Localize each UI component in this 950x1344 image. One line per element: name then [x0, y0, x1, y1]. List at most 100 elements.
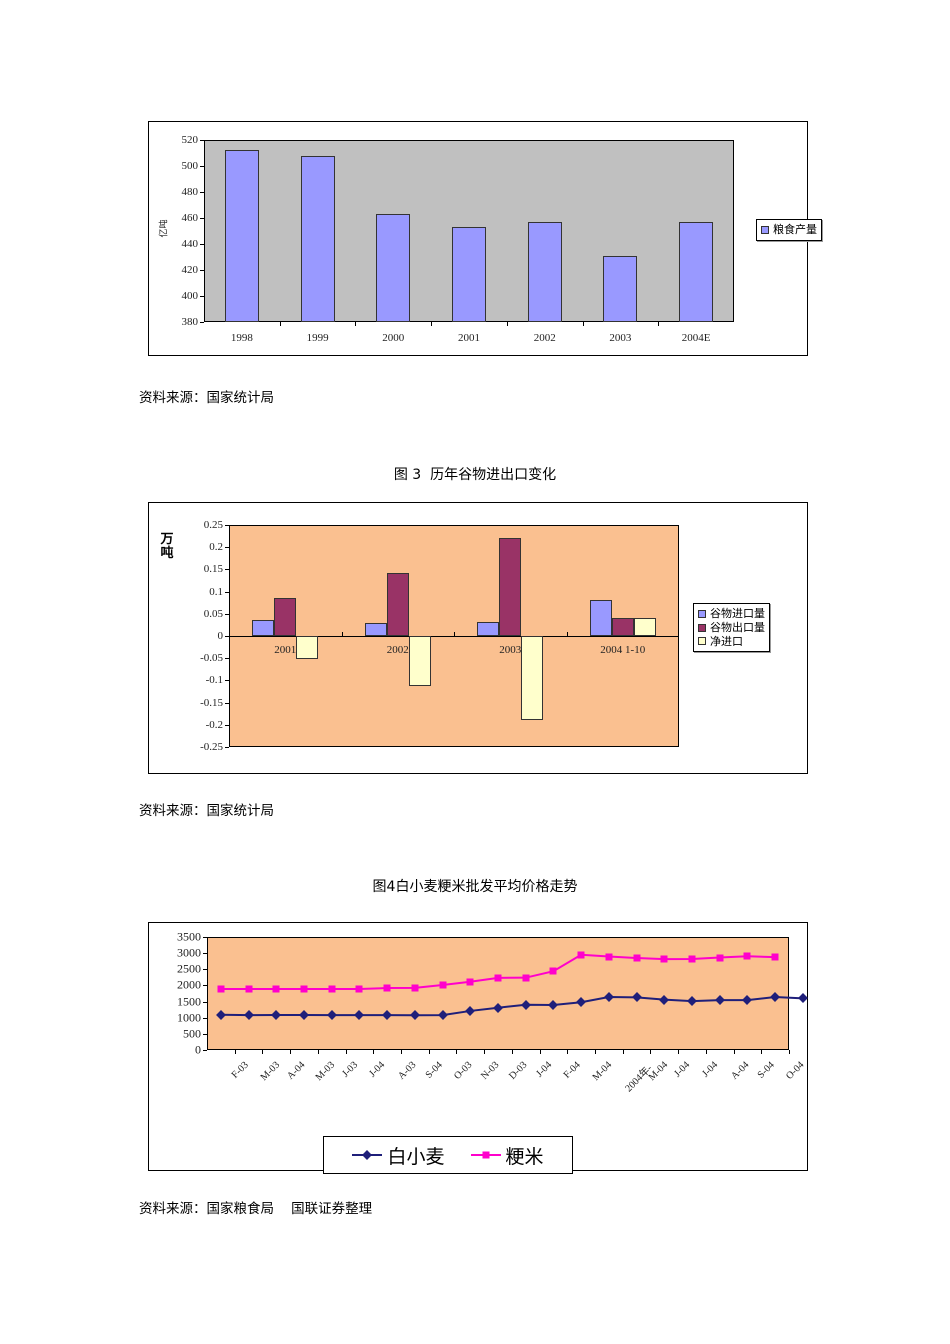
x-axis-tick	[622, 1050, 624, 1054]
legend-swatch-icon	[761, 225, 769, 234]
x-axis-tick-label: N-03	[479, 1059, 502, 1082]
x-axis-tick-label: O-04	[784, 1059, 807, 1082]
x-axis-tick	[567, 1050, 569, 1054]
y-axis-tick-label: 480	[181, 186, 199, 198]
y-axis-tick	[200, 166, 204, 167]
data-point-1-17	[688, 955, 696, 963]
x-axis-tick-label: A-04	[728, 1059, 752, 1082]
x-axis-tick	[345, 1050, 347, 1054]
bar-2003-2	[521, 636, 544, 721]
x-axis-tick-label: 2004 1-10	[600, 644, 646, 656]
figure-grain-trade: 0.25 0.2 0.15 0.1 0.05 0 -0.05 -0.1 -0.15 -0.2 -0.…	[148, 502, 808, 774]
zero-axis-line	[229, 636, 679, 637]
y-axis-tick	[225, 547, 229, 549]
x-axis-tick	[317, 1050, 319, 1054]
x-axis-tick	[341, 632, 343, 636]
x-axis-tick-label: 2002	[386, 644, 409, 656]
y-axis-tick-label: 3500	[177, 929, 201, 944]
y-axis-title: 万 吨	[160, 532, 174, 561]
y-axis-tick	[225, 525, 229, 526]
y-axis-tick	[203, 937, 207, 938]
y-axis-tick	[203, 1050, 207, 1051]
x-axis-tick-label: M-03	[258, 1059, 282, 1084]
figure4-caption: 图4白小麦粳米批发平均价格走势	[372, 879, 578, 895]
data-point-1-14	[605, 953, 613, 961]
legend-label: 白小麦	[387, 1145, 445, 1168]
x-axis-tick-label: S-04	[423, 1059, 445, 1081]
x-axis-tick-label: M-03	[313, 1059, 338, 1084]
x-axis-tick-label: J-04	[533, 1059, 554, 1080]
data-point-1-5	[355, 985, 363, 993]
data-point-1-9	[466, 978, 474, 986]
data-point-0-21	[797, 993, 808, 1004]
x-axis-tick-label: 2001	[458, 332, 480, 344]
y-axis-tick-label: 3000	[177, 945, 201, 960]
bar-2003-1	[499, 538, 522, 636]
x-axis-tick	[650, 1050, 652, 1054]
x-axis-tick	[428, 1050, 430, 1054]
y-axis-tick	[225, 636, 229, 637]
x-axis-tick	[506, 322, 508, 326]
bar-2000	[376, 214, 411, 322]
y-axis-tick-label: 0.1	[209, 585, 223, 598]
y-axis-title: 亿吨	[159, 219, 170, 238]
y-axis-tick	[225, 747, 229, 748]
x-axis-tick	[484, 1050, 486, 1054]
chart-legend: 粮食产量	[756, 219, 822, 241]
x-axis-tick-label: 2003	[499, 644, 522, 656]
y-axis-tick-label: -0.05	[200, 652, 223, 665]
y-axis-tick	[203, 953, 207, 955]
bar-2001-2	[296, 636, 319, 660]
legend-swatch-icon	[698, 623, 706, 632]
y-axis-tick-label: 380	[181, 316, 199, 328]
data-point-1-18	[716, 954, 724, 961]
x-axis-tick	[658, 322, 660, 326]
bar-2004E	[679, 221, 714, 322]
y-axis-tick	[200, 244, 204, 245]
data-point-1-0	[217, 985, 225, 993]
x-axis-tick	[761, 1050, 763, 1054]
x-axis-tick-label: 2002	[533, 332, 556, 344]
x-axis-tick-label: 2001	[274, 644, 297, 656]
y-axis-tick	[200, 218, 204, 219]
x-axis-tick-label: 1999	[306, 332, 329, 344]
legend-line-icon	[470, 1151, 501, 1159]
y-axis-tick-label: 0	[217, 630, 224, 642]
y-axis-tick-label: 0.25	[203, 519, 223, 531]
y-axis-tick-label: 420	[181, 264, 199, 276]
x-axis-tick-label: J-04	[700, 1059, 721, 1080]
data-point-1-19	[743, 952, 751, 960]
y-axis-tick-label: 0	[195, 1042, 201, 1057]
data-point-1-16	[660, 955, 668, 963]
data-point-1-6	[383, 984, 391, 992]
y-axis-tick	[203, 969, 207, 971]
bar-2001	[452, 227, 486, 322]
y-axis-tick-label: 400	[181, 290, 199, 302]
x-axis-tick-label: S-04	[756, 1059, 778, 1081]
figure3-caption: 图 3 历年谷物进出口变化	[393, 467, 557, 483]
bar-20041-10-1	[611, 618, 634, 636]
legend-label: 净进口	[710, 634, 743, 648]
legend-label: 粮食产量	[773, 223, 817, 236]
y-axis-tick-label: 2000	[177, 977, 201, 992]
y-axis-tick	[225, 702, 229, 704]
y-axis-tick	[225, 569, 229, 571]
y-axis-tick-label: 500	[183, 1026, 201, 1041]
y-axis-tick-label: 500	[181, 160, 199, 172]
y-axis-tick-label: -0.25	[200, 741, 223, 753]
legend-line-icon	[352, 1150, 383, 1160]
bar-2002-1	[386, 572, 409, 636]
bar-2002-0	[364, 622, 387, 636]
x-axis-tick-label: A-03	[396, 1059, 419, 1082]
y-axis-tick-label: -0.2	[205, 718, 223, 731]
x-axis-tick-label: J-04	[672, 1059, 693, 1080]
y-axis-tick	[203, 1033, 207, 1035]
legend-marker-icon	[362, 1150, 373, 1160]
x-axis-tick-label: J-04	[367, 1059, 388, 1080]
y-axis-tick-label: -0.1	[205, 674, 223, 687]
bar-1998	[224, 150, 259, 322]
x-axis-tick	[373, 1050, 375, 1054]
y-axis-tick	[225, 613, 229, 615]
x-axis-tick-label: D-03	[507, 1059, 530, 1082]
x-axis-tick	[539, 1050, 541, 1054]
